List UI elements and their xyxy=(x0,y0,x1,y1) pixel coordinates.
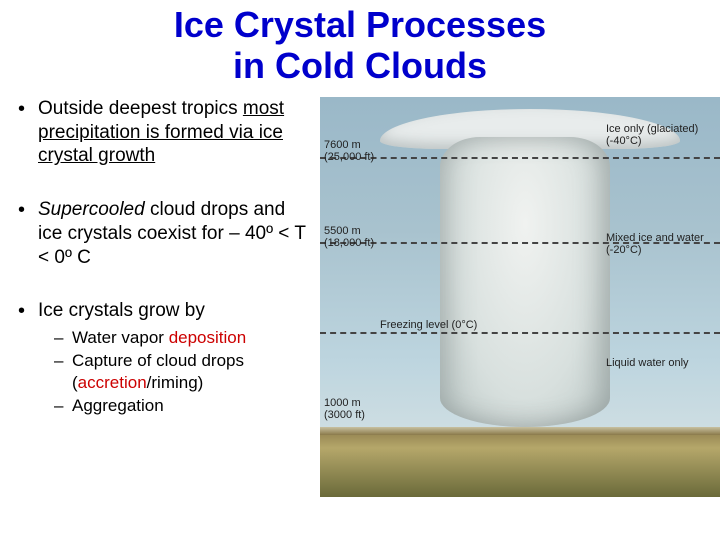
bullet-3: Ice crystals grow by Water vapor deposit… xyxy=(18,299,314,416)
sub-2: Capture of cloud drops (accretion/riming… xyxy=(38,350,314,393)
alt3-m: 1000 m xyxy=(324,397,361,409)
freezing-level-label: Freezing level (0°C) xyxy=(380,319,477,331)
zone-label-1: Ice only (glaciated) (-40°C) xyxy=(606,123,716,148)
bullet-1: Outside deepest tropics most precipitati… xyxy=(18,97,314,168)
zone-label-3: Liquid water only xyxy=(606,357,716,370)
alt1-m: 7600 m xyxy=(324,139,361,151)
altitude-label-1: 7600 m (25,000 ft) xyxy=(324,139,374,163)
alt2-ft: (18,000 ft) xyxy=(324,237,374,249)
sub-1: Water vapor deposition xyxy=(38,327,314,348)
bullet-2: Supercooled cloud drops and ice crystals… xyxy=(18,198,314,269)
ground-region xyxy=(320,427,720,497)
cloud-diagram: 7600 m (25,000 ft) 5500 m (18,000 ft) 10… xyxy=(320,97,720,497)
zone-label-2: Mixed ice and water (-20°C) xyxy=(606,232,716,257)
sub-1-pre: Water vapor xyxy=(72,328,169,347)
zone1b: (-40°C) xyxy=(606,135,642,147)
dash-line-3 xyxy=(320,332,720,334)
bullet-1-pre: Outside deepest tropics xyxy=(38,98,243,119)
title-line-1: Ice Crystal Processes xyxy=(174,4,546,45)
bullet-list: Outside deepest tropics most precipitati… xyxy=(18,97,314,416)
dash-line-1 xyxy=(320,157,720,159)
sub-3-text: Aggregation xyxy=(72,396,164,415)
sub-2-red: accretion xyxy=(78,373,147,392)
title-line-2: in Cold Clouds xyxy=(233,45,487,86)
bullet-2-italic: Supercooled xyxy=(38,199,145,220)
content-row: Outside deepest tropics most precipitati… xyxy=(0,97,720,497)
sub-bullet-list: Water vapor deposition Capture of cloud … xyxy=(38,327,314,416)
zone2a: Mixed ice and water xyxy=(606,232,704,244)
zone1a: Ice only (glaciated) xyxy=(606,123,698,135)
slide-title: Ice Crystal Processes in Cold Clouds xyxy=(0,0,720,97)
altitude-label-3: 1000 m (3000 ft) xyxy=(324,397,365,421)
bullets-column: Outside deepest tropics most precipitati… xyxy=(0,97,320,497)
altitude-label-2: 5500 m (18,000 ft) xyxy=(324,225,374,249)
sub-1-red: deposition xyxy=(169,328,247,347)
sub-2-post: /riming) xyxy=(147,373,204,392)
alt1-ft: (25,000 ft) xyxy=(324,151,374,163)
zone2b: (-20°C) xyxy=(606,244,642,256)
alt2-m: 5500 m xyxy=(324,225,361,237)
bullet-3-text: Ice crystals grow by xyxy=(38,300,205,321)
sub-3: Aggregation xyxy=(38,395,314,416)
cloud-body xyxy=(440,137,610,427)
alt3-ft: (3000 ft) xyxy=(324,409,365,421)
